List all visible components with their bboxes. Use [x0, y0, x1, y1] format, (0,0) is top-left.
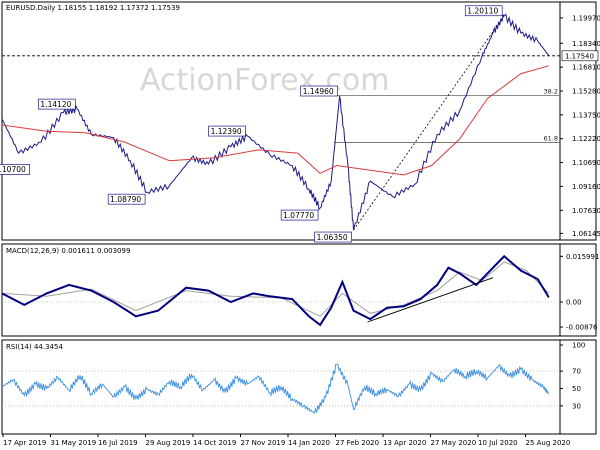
x-tick-label: 27 May 2020 — [431, 439, 477, 447]
fib-label: 38.2 — [544, 87, 558, 95]
price-label: 1.06350 — [317, 233, 348, 242]
x-tick-label: 17 Apr 2019 — [3, 439, 46, 447]
panel-frame-0 — [1, 1, 597, 241]
macd-trendline — [367, 277, 494, 323]
x-tick-label: 10 Jul 2020 — [478, 439, 518, 447]
price-tick-label: 1.06145 — [572, 230, 600, 238]
current-price-label: 1.17540 — [565, 52, 594, 60]
rsi-series — [1, 363, 549, 414]
price-label-box — [107, 193, 146, 205]
price-label-box — [464, 5, 503, 17]
x-tick-label: 16 Jul 2019 — [98, 439, 138, 447]
sma-series — [1, 65, 549, 176]
macd-series — [1, 254, 550, 327]
price-tick-label: 1.15280 — [572, 88, 600, 96]
price-label: 1.14120 — [40, 100, 71, 109]
price-tick-label: 1.07630 — [572, 207, 600, 215]
price-series — [1, 13, 550, 231]
macd-signal-series — [1, 261, 550, 317]
price-label-box — [300, 85, 338, 97]
price-label-box — [314, 231, 352, 243]
price-label: 1.12390 — [211, 127, 242, 136]
rsi-tick-label: 100 — [572, 342, 585, 350]
price-label-box — [0, 164, 30, 175]
price-label: 1.10700 — [0, 165, 26, 174]
price-tick-label: 1.09160 — [572, 183, 600, 191]
panel-frame-2 — [1, 339, 597, 435]
x-tick-label: 13 Apr 2020 — [383, 439, 426, 447]
macd-header: MACD(12,26,9) 0.001611 0.003099 — [6, 247, 130, 255]
x-tick-label: 27 Feb 2020 — [336, 439, 380, 447]
price-label-box — [280, 209, 319, 221]
price-tick-label: 1.12220 — [572, 135, 600, 143]
x-tick-label: 14 Jan 2020 — [288, 439, 330, 447]
rsi-header: RSI(14) 44.3454 — [6, 343, 63, 351]
x-tick-label: 29 Aug 2019 — [146, 439, 191, 447]
rsi-tick-label: 70 — [572, 368, 581, 376]
rsi-tick-label: 30 — [572, 402, 581, 410]
price-tick-label: 1.19970 — [572, 14, 600, 22]
price-label-box — [38, 98, 76, 110]
x-tick-label: 14 Oct 2019 — [193, 439, 236, 447]
trend-channel-line — [353, 15, 505, 231]
price-tick-label: 1.13750 — [572, 111, 600, 119]
price-header: EURUSD.Daily 1.18155 1.18192 1.17372 1.1… — [6, 4, 180, 12]
price-label: 1.14960 — [303, 87, 334, 96]
x-tick-label: 31 May 2019 — [51, 439, 97, 447]
x-tick-label: 25 Aug 2020 — [526, 439, 571, 447]
price-label-box — [208, 125, 246, 137]
rsi-tick-label: 50 — [572, 385, 581, 393]
price-tick-label: 1.10690 — [572, 159, 600, 167]
macd-tick-label: 0.015991 — [566, 253, 599, 261]
price-tick-label: 1.18340 — [572, 40, 600, 48]
x-tick-label: 27 Nov 2019 — [241, 439, 286, 447]
current-price-box — [561, 50, 599, 62]
price-label: 1.08790 — [110, 195, 141, 204]
fib-label: 61.8 — [544, 134, 558, 142]
macd-tick-label: -0.00876 — [566, 324, 598, 332]
panel-frame-1 — [1, 243, 597, 337]
price-label: 1.07770 — [283, 211, 314, 220]
macd-tick-label: 0.00 — [566, 299, 582, 307]
price-label: 1.20110 — [467, 7, 498, 16]
watermark: ActionForex.com — [140, 63, 389, 98]
price-tick-label: 1.16810 — [572, 64, 600, 72]
